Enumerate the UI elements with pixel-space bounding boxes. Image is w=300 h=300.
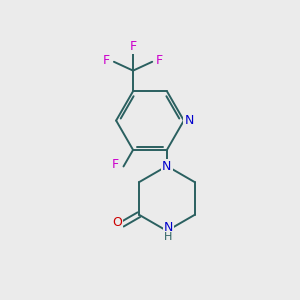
Text: F: F bbox=[112, 158, 119, 172]
Text: O: O bbox=[112, 216, 122, 229]
Text: H: H bbox=[164, 232, 172, 242]
Text: F: F bbox=[130, 40, 136, 53]
Text: F: F bbox=[103, 54, 110, 67]
Text: N: N bbox=[162, 160, 172, 172]
Text: N: N bbox=[164, 221, 173, 234]
Text: N: N bbox=[184, 114, 194, 127]
Text: F: F bbox=[156, 54, 163, 67]
